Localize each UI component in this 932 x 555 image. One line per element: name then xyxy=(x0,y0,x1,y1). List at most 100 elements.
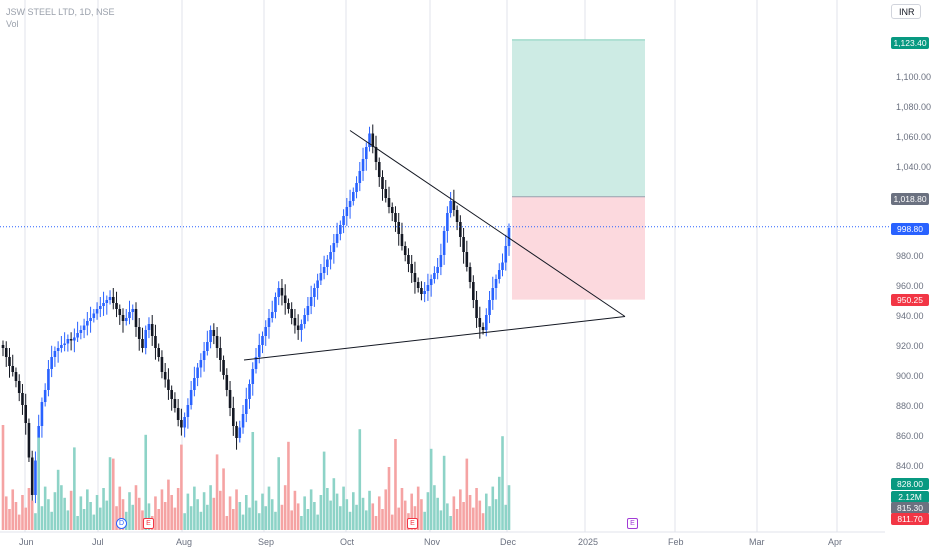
volume-badge: 2.12M xyxy=(891,491,929,503)
candle-body xyxy=(478,318,482,327)
candle-body xyxy=(147,324,151,330)
volume-bar xyxy=(420,499,423,530)
volume-bar xyxy=(163,502,167,530)
y-axis-label: 940.00 xyxy=(896,311,924,321)
volume-bar xyxy=(14,502,18,530)
earnings-event-icon[interactable]: E xyxy=(627,518,638,529)
volume-bar xyxy=(254,500,258,530)
volume-bar xyxy=(244,495,248,530)
volume-bar xyxy=(105,500,109,530)
volume-bar xyxy=(332,478,336,530)
volume-bar xyxy=(455,509,459,530)
volume-bar xyxy=(468,495,472,530)
candle-body xyxy=(27,423,31,458)
y-axis-label: 1,040.00 xyxy=(896,162,932,172)
candle-body xyxy=(504,246,508,263)
candle-body xyxy=(115,303,118,309)
volume-bar xyxy=(76,516,79,530)
candle-body xyxy=(95,309,99,314)
candle-body xyxy=(150,324,154,336)
volume-bar xyxy=(387,467,391,530)
earnings-event-icon[interactable]: E xyxy=(407,518,418,529)
x-axis-label: Nov xyxy=(424,537,441,547)
volume-bar xyxy=(228,496,232,530)
candle-body xyxy=(86,321,89,326)
candle-body xyxy=(293,318,297,326)
volume-bar xyxy=(160,489,164,530)
volume-bar xyxy=(63,497,66,530)
candle-body xyxy=(494,279,498,288)
volume-bar xyxy=(73,447,76,530)
y-axis-label: 1,080.00 xyxy=(896,102,932,112)
x-axis-label: Jun xyxy=(19,537,34,547)
candle-body xyxy=(316,280,319,288)
candle-body xyxy=(309,297,313,306)
volume-bar xyxy=(30,500,34,530)
volume-bar xyxy=(481,513,485,530)
candle-body xyxy=(377,162,381,177)
volume-bar xyxy=(137,497,141,530)
volume-bar xyxy=(8,509,11,530)
y-axis-label: 880.00 xyxy=(896,401,924,411)
volume-bar xyxy=(400,488,404,530)
candle-body xyxy=(89,318,92,321)
x-axis-label: Feb xyxy=(668,537,684,547)
candle-body xyxy=(403,246,407,255)
y-axis-label: 1,100.00 xyxy=(896,72,932,82)
candle-body xyxy=(73,337,76,341)
candle-body xyxy=(193,378,196,390)
candle-body xyxy=(235,426,238,438)
y-axis-label: 1,060.00 xyxy=(896,132,932,142)
volume-bar xyxy=(86,489,89,530)
volume-bar xyxy=(131,504,135,530)
candle-body xyxy=(270,312,274,318)
volume-bar xyxy=(27,488,31,530)
earnings-event-icon[interactable]: E xyxy=(143,518,154,529)
candle-body xyxy=(173,399,177,408)
volume-bar xyxy=(339,506,342,530)
volume-bar xyxy=(274,511,277,530)
candle-body xyxy=(11,366,15,372)
candle-body xyxy=(199,360,203,368)
volume-bar xyxy=(374,516,378,530)
volume-bar xyxy=(257,513,261,530)
candle-body xyxy=(481,327,485,330)
volume-bar xyxy=(264,506,268,530)
candle-body xyxy=(319,273,323,281)
candle-body xyxy=(397,222,401,234)
volume-bar xyxy=(147,503,151,530)
volume-bar xyxy=(439,510,443,530)
candle-body xyxy=(390,207,394,213)
volume-bar xyxy=(436,497,439,530)
candle-body xyxy=(17,381,21,393)
candle-body xyxy=(4,348,8,357)
volume-bar xyxy=(478,500,482,530)
volume-bar xyxy=(397,507,401,530)
candle-body xyxy=(371,133,375,147)
volume-bar xyxy=(442,455,446,530)
volume-bar xyxy=(394,439,397,530)
currency-button[interactable]: INR xyxy=(891,4,921,19)
candle-body xyxy=(144,330,148,348)
candle-body xyxy=(277,288,281,297)
y-axis-label: 860.00 xyxy=(896,431,924,441)
volume-bar xyxy=(319,495,323,530)
candle-body xyxy=(24,405,28,423)
candle-body xyxy=(251,369,255,384)
symbol-title: JSW STEEL LTD, 1D, NSE xyxy=(6,7,115,17)
volume-bar xyxy=(410,493,413,530)
candle-body xyxy=(497,270,501,279)
y-axis-label: 960.00 xyxy=(896,281,924,291)
volume-bar xyxy=(202,492,206,530)
candle-body xyxy=(141,339,144,348)
volume-bar xyxy=(231,509,235,530)
candle-body xyxy=(34,460,37,495)
volume-bar xyxy=(446,503,449,530)
candle-body xyxy=(322,267,326,273)
dividend-event-icon[interactable]: D xyxy=(116,518,127,529)
candle-body xyxy=(137,327,141,339)
candle-body xyxy=(313,288,316,297)
volume-bar xyxy=(345,499,349,530)
